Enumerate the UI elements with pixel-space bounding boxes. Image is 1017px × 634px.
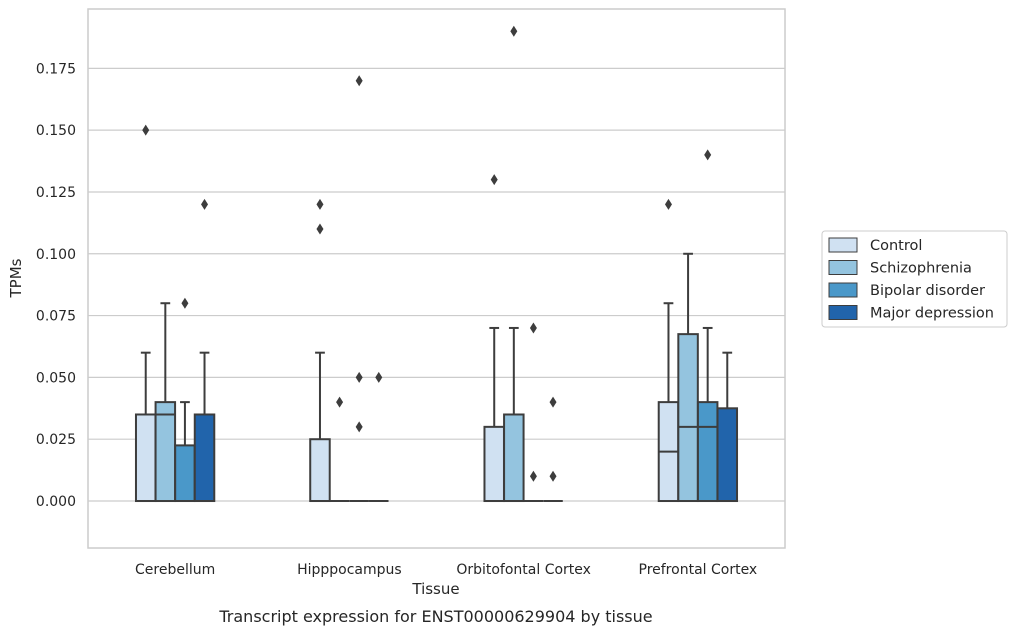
y-tick-label: 0.100 xyxy=(36,247,76,263)
box-bipolar-disorder xyxy=(174,297,196,503)
box-schizophrenia xyxy=(503,25,525,503)
box-major-depression xyxy=(193,198,216,503)
legend-frame xyxy=(821,230,1008,328)
box-body xyxy=(503,413,525,503)
outlier-point xyxy=(664,198,672,210)
y-tick-label: 0.050 xyxy=(36,370,76,386)
outlier-point xyxy=(355,75,363,87)
y-tick-label: 0.000 xyxy=(36,494,76,510)
box-body xyxy=(154,401,177,503)
x-tick-label: Cerebellum xyxy=(135,562,215,578)
x-tick-label: Orbitofontal Cortex xyxy=(456,562,591,578)
box-major-depression xyxy=(369,371,389,503)
outlier-point xyxy=(181,297,189,309)
box-major-depression xyxy=(543,396,563,503)
box-control xyxy=(483,174,505,503)
x-tick-label: Prefrontal Cortex xyxy=(639,562,758,578)
x-tick-labels: Cerebellum Hipppocampus Orbitofontal Corte… xyxy=(135,562,757,578)
legend-label: Control xyxy=(870,238,922,254)
box-bipolar-disorder xyxy=(696,149,719,503)
box-body xyxy=(309,438,331,503)
legend-swatch xyxy=(828,305,858,320)
box-body xyxy=(134,413,157,503)
box-body xyxy=(193,413,216,503)
y-tick-label: 0.175 xyxy=(36,61,76,77)
box-body xyxy=(174,444,196,503)
box-body xyxy=(696,401,719,503)
outlier-point xyxy=(510,25,518,37)
legend-swatch xyxy=(828,282,858,298)
y-tick-label: 0.150 xyxy=(36,123,76,139)
outlier-point xyxy=(142,124,150,136)
chart-caption: Transcript expression for ENST0000062990… xyxy=(218,607,652,626)
outlier-point xyxy=(704,149,712,161)
outlier-point xyxy=(549,396,557,408)
legend-swatch xyxy=(828,237,858,253)
outlier-point xyxy=(355,421,363,433)
outlier-point xyxy=(529,470,537,482)
outlier-point xyxy=(316,223,324,235)
outlier-point xyxy=(355,371,363,383)
box-body xyxy=(677,333,699,503)
box-control xyxy=(309,198,331,503)
outlier-point xyxy=(490,174,498,186)
boxes xyxy=(134,25,739,503)
legend-label: Major depression xyxy=(870,306,994,322)
box-major-depression xyxy=(716,351,739,503)
outlier-point xyxy=(316,198,324,210)
outlier-point xyxy=(201,198,209,210)
legend-label: Bipolar disorder xyxy=(870,283,985,299)
y-tick-label: 0.125 xyxy=(36,185,76,201)
plot-frame xyxy=(87,8,786,549)
outlier-point xyxy=(529,322,537,334)
box-body xyxy=(716,407,739,503)
box-control xyxy=(657,198,680,503)
x-tick-label: Hipppocampus xyxy=(297,562,402,578)
y-axis-title: TPMs xyxy=(7,258,25,298)
y-tick-label: 0.025 xyxy=(36,432,76,448)
box-bipolar-disorder xyxy=(523,322,544,503)
outlier-point xyxy=(336,396,344,408)
box-schizophrenia xyxy=(154,302,177,503)
y-tick-labels: 0.000 0.025 0.050 0.075 0.100 0.125 0.150 0.175 xyxy=(36,61,76,510)
outlier-point xyxy=(549,470,557,482)
box-bipolar-disorder xyxy=(349,75,369,503)
legend-swatch xyxy=(828,260,858,275)
outlier-point xyxy=(375,371,383,383)
box-schizophrenia xyxy=(329,396,350,503)
legend-label: Schizophrenia xyxy=(870,261,972,277)
box-schizophrenia xyxy=(677,252,699,503)
legend: Control Schizophrenia Bipolar disorder Majo… xyxy=(821,230,1008,328)
x-axis-title: Tissue xyxy=(411,580,459,598)
box-body xyxy=(483,425,505,503)
box-control xyxy=(134,124,157,503)
y-tick-label: 0.075 xyxy=(36,309,76,325)
